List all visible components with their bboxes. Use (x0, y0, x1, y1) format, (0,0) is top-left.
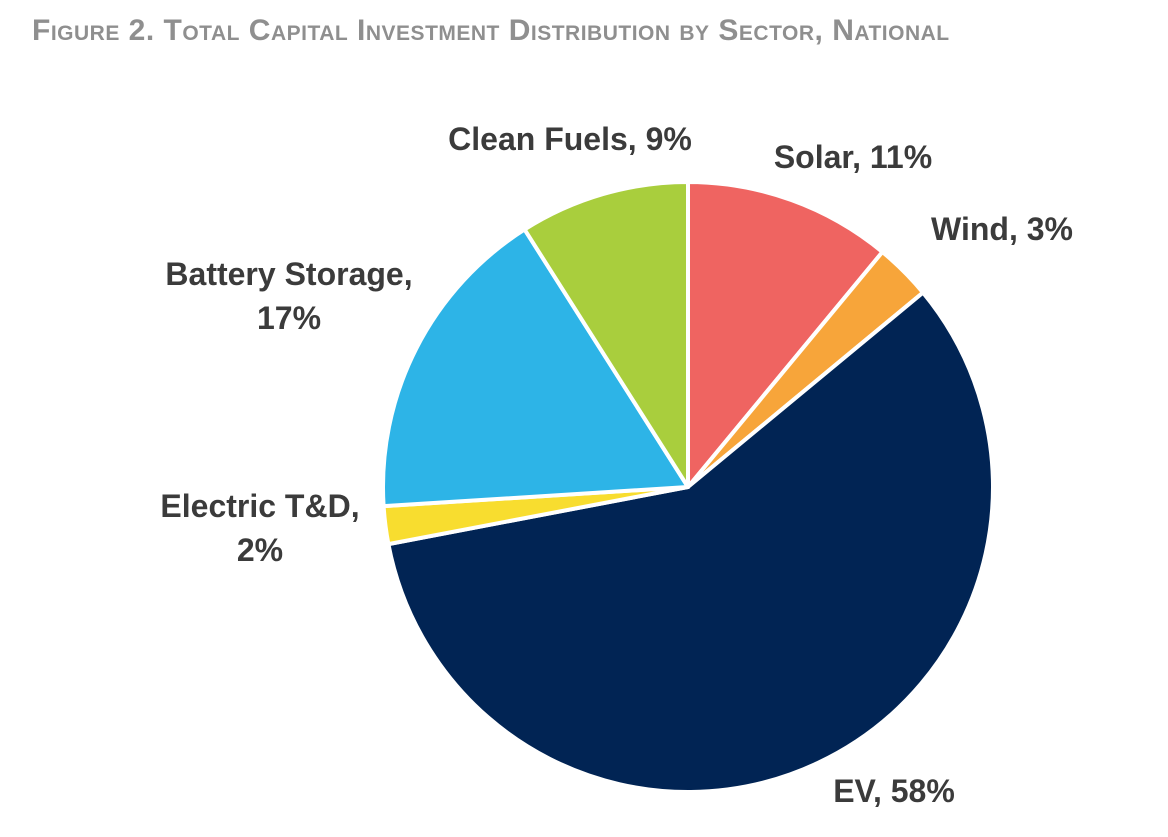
pie-slice-clean-fuels (522, 180, 690, 489)
pie-slices (381, 180, 995, 794)
chart-title: Figure 2. Total Capital Investment Distr… (32, 14, 950, 47)
data-label-line: Electric T&D, (160, 488, 359, 524)
data-label-solar: Solar, 11% (774, 139, 932, 175)
data-label-line: Battery Storage, (165, 256, 412, 292)
pie-slice-solar (686, 180, 885, 489)
data-label-battery-storage: Battery Storage, 17% (165, 256, 412, 336)
data-label-line: 17% (257, 300, 321, 336)
data-label-ev: EV, 58% (833, 773, 955, 809)
data-label-line: Solar, 11% (774, 139, 932, 175)
data-label-line: Clean Fuels, 9% (448, 121, 692, 157)
pie-slice-battery-storage (381, 227, 690, 509)
data-label-electric-td: Electric T&D, 2% (160, 488, 359, 568)
data-label-line: 2% (237, 532, 283, 568)
data-label-line: EV, 58% (833, 773, 955, 809)
data-label-wind: Wind, 3% (931, 211, 1073, 247)
data-label-clean-fuels: Clean Fuels, 9% (448, 121, 692, 157)
pie-slice-ev (386, 290, 995, 794)
pie-labels: Solar, 11% Wind, 3% EV, 58% Electric T&D, 2%… (160, 121, 1073, 809)
data-label-line: Wind, 3% (931, 211, 1073, 247)
